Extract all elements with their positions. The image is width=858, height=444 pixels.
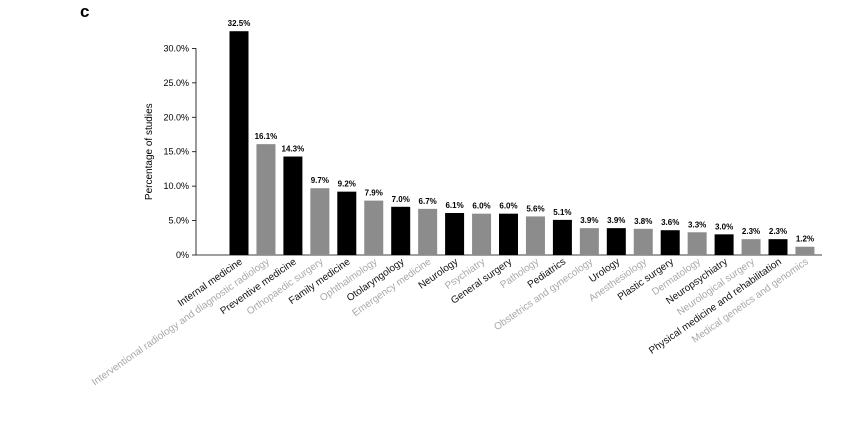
data-label: 3.9% xyxy=(607,216,625,225)
bar xyxy=(391,206,411,255)
y-axis-title: Percentage of studies xyxy=(144,103,155,200)
bar xyxy=(499,213,518,255)
data-label: 9.2% xyxy=(338,180,356,189)
panel-label: c xyxy=(80,2,90,21)
bar xyxy=(795,246,815,255)
data-label: 9.7% xyxy=(311,176,329,185)
bar xyxy=(283,156,303,255)
y-tick-label: 20.0% xyxy=(163,112,189,122)
data-label: 2.3% xyxy=(742,227,760,236)
bar xyxy=(660,230,680,255)
bar xyxy=(714,234,734,255)
data-label: 3.3% xyxy=(688,220,706,229)
bar xyxy=(741,239,761,255)
bar xyxy=(525,216,545,255)
bar xyxy=(418,208,438,255)
category-label: Interventional radiology and diagnostic … xyxy=(90,256,272,388)
data-label: 3.6% xyxy=(661,218,679,227)
data-label: 6.0% xyxy=(472,202,490,211)
bar xyxy=(337,191,357,255)
data-label: 3.9% xyxy=(580,216,598,225)
data-label: 1.2% xyxy=(796,235,814,244)
bar xyxy=(256,144,276,255)
bar xyxy=(364,200,384,255)
y-tick-label: 25.0% xyxy=(163,78,189,88)
bar xyxy=(552,219,572,255)
y-tick-label: 5.0% xyxy=(168,216,189,226)
data-label: 7.0% xyxy=(392,195,410,204)
bar xyxy=(472,213,492,255)
y-tick-label: 0% xyxy=(176,250,189,260)
bar xyxy=(768,239,788,255)
bar xyxy=(606,228,626,255)
bar xyxy=(445,212,465,255)
y-tick-label: 30.0% xyxy=(163,43,189,53)
data-label: 5.1% xyxy=(553,208,571,217)
bar xyxy=(229,31,249,256)
data-label: 2.3% xyxy=(769,227,787,236)
y-tick-label: 15.0% xyxy=(163,147,189,157)
y-tick-label: 10.0% xyxy=(163,181,189,191)
data-label: 16.1% xyxy=(255,132,278,141)
data-label: 6.0% xyxy=(499,202,517,211)
data-label: 14.3% xyxy=(282,145,305,154)
data-label: 32.5% xyxy=(228,19,251,28)
data-label: 6.1% xyxy=(445,201,463,210)
data-label: 7.9% xyxy=(365,189,383,198)
bar xyxy=(310,188,330,255)
bar xyxy=(633,228,653,255)
bar xyxy=(687,232,707,255)
bar xyxy=(579,228,599,255)
data-label: 5.6% xyxy=(526,204,544,213)
data-label: 6.7% xyxy=(419,197,437,206)
data-label: 3.8% xyxy=(634,217,652,226)
data-label: 3.0% xyxy=(715,222,733,231)
